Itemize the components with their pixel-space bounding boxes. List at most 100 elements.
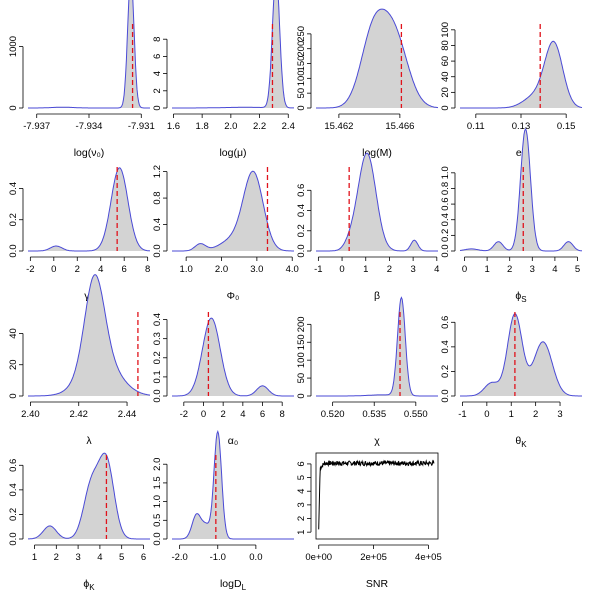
density-area (460, 41, 582, 108)
x-tick-label: 0e+00 (305, 552, 332, 563)
x-tick-label: -7.937 (23, 121, 50, 132)
density-area (172, 318, 294, 396)
y-tick-label: 100 (296, 70, 307, 86)
x-tick-label: 15.466 (385, 121, 414, 132)
y-tick-label: 0 (8, 393, 19, 398)
panel-13: 1 2 3 4 5 6 0.0 0.2 0.4 0.6 ϕK (8, 452, 150, 592)
density-curve (172, 170, 294, 252)
density-curve (316, 8, 439, 109)
x-tick-label: 1.6 (167, 121, 180, 132)
x-tick-label: 3 (557, 409, 562, 420)
x-tick-label: 2.0 (224, 121, 237, 132)
x-tick-label: 2.4 (282, 121, 295, 132)
x-tick-label: 4 (98, 264, 103, 275)
y-tick-label: 20 (440, 87, 451, 98)
x-tick-label: 2 (54, 552, 59, 563)
y-tick-label: 2 (152, 88, 163, 93)
x-tick-label: 0.11 (467, 121, 485, 132)
y-tick-label: 0.2 (440, 229, 451, 242)
density-curve (28, 0, 150, 109)
y-tick-label: 200 (296, 41, 307, 57)
panel-4: 0.11 0.13 0.15 0 20 40 60 80 100 e₀ (440, 22, 583, 159)
y-tick-label: 0.2 (8, 213, 19, 226)
y-tick-label: 0 (8, 105, 19, 110)
y-tick-label: 0.2 (152, 351, 163, 364)
panel-1: -7.937 -7.934 -7.931 0 1000 log(ν₀) (8, 0, 155, 159)
density-area (28, 0, 150, 108)
x-axis-label: Φ₀ (227, 290, 240, 302)
x-tick-label: 3 (530, 264, 535, 275)
x-tick-label: 15.462 (324, 121, 353, 132)
y-tick-label: 100 (296, 352, 307, 368)
x-tick-label: 4 (552, 264, 557, 275)
x-tick-label: 0.550 (404, 409, 428, 420)
density-curve (460, 313, 582, 397)
y-tick-label: 0.5 (152, 514, 163, 527)
x-axis-label: λ (86, 435, 92, 447)
y-tick-label: 4 (296, 489, 307, 494)
x-tick-label: 6 (122, 264, 127, 275)
x-tick-label: 5 (119, 552, 124, 563)
x-tick-label: 1 (32, 552, 37, 563)
y-tick-label: 0.2 (296, 224, 307, 237)
x-tick-label: 2 (75, 264, 80, 275)
y-tick-label: 200 (296, 316, 307, 332)
x-tick-label: 2.42 (69, 409, 88, 420)
x-tick-label: 0.15 (557, 121, 576, 132)
y-tick-label: 1.5 (152, 476, 163, 489)
density-curve (172, 317, 294, 397)
panel-7: -1 0 1 2 3 4 0.0 0.2 0.4 0.6 β (296, 152, 439, 302)
x-tick-label: 1.0 (180, 264, 193, 275)
y-tick-label: 1.2 (152, 165, 163, 178)
y-tick-label: 3 (296, 502, 307, 507)
y-tick-label: 0.4 (8, 182, 19, 195)
y-tick-label: 0.0 (8, 532, 19, 545)
x-tick-label: 3 (410, 264, 415, 275)
y-tick-label: 250 (296, 26, 307, 42)
x-tick-label: 6 (260, 409, 265, 420)
y-tick-label: 0 (152, 105, 163, 110)
x-tick-label: 1 (509, 409, 514, 420)
panel-15: 0e+00 2e+05 4e+05 1 2 3 4 5 6 SNR (296, 452, 442, 590)
y-tick-label: 0.0 (296, 244, 307, 257)
x-tick-label: 3.0 (250, 264, 263, 275)
panel-14: -2.0 -1.0 0.0 0.0 0.5 1.0 1.5 2.0 logDL (152, 430, 294, 592)
y-tick-label: 5 (296, 475, 307, 480)
x-tick-label: 0 (484, 409, 489, 420)
density-area (28, 453, 150, 539)
y-tick-label: 20 (8, 359, 19, 370)
density-curve (28, 274, 151, 397)
y-tick-label: 1 (296, 530, 307, 535)
x-tick-label: 0 (339, 264, 344, 275)
x-tick-label: 1.8 (196, 121, 209, 132)
x-tick-label: 0.535 (362, 409, 386, 420)
y-tick-label: 0.6 (296, 184, 307, 197)
density-area (172, 171, 294, 251)
x-axis-label: logDL (220, 578, 247, 592)
y-tick-label: 1000 (8, 36, 19, 57)
y-tick-label: 40 (8, 328, 19, 339)
x-tick-label: -1 (314, 264, 322, 275)
x-tick-label: 2 (533, 409, 538, 420)
y-tick-label: 60 (440, 56, 451, 67)
x-tick-label: 3 (75, 552, 80, 563)
density-curve (316, 152, 438, 252)
y-tick-label: 0.0 (440, 389, 451, 402)
x-axis-label: β (374, 290, 380, 302)
x-tick-label: -2 (26, 264, 34, 275)
x-tick-label: 2.44 (118, 409, 137, 420)
y-tick-label: 1.0 (152, 495, 163, 508)
y-tick-label: 150 (296, 56, 307, 72)
x-tick-label: 4 (240, 409, 245, 420)
x-tick-label: -1 (458, 409, 466, 420)
x-tick-label: 2.40 (21, 409, 40, 420)
y-tick-label: 0.4 (152, 218, 163, 231)
x-tick-label: 2.2 (253, 121, 266, 132)
panel-9: 2.40 2.42 2.44 0 20 40 λ (8, 274, 151, 447)
panel-8: 0 1 2 3 4 5 0.0 0.2 0.4 0.6 0.8 1.0 ϕS (440, 128, 583, 304)
x-tick-label: 0 (201, 409, 206, 420)
density-area (316, 297, 438, 396)
x-tick-label: 2 (221, 409, 226, 420)
panel-2: 1.6 1.8 2.0 2.2 2.4 0 2 4 6 8 log(μ) (152, 0, 295, 159)
